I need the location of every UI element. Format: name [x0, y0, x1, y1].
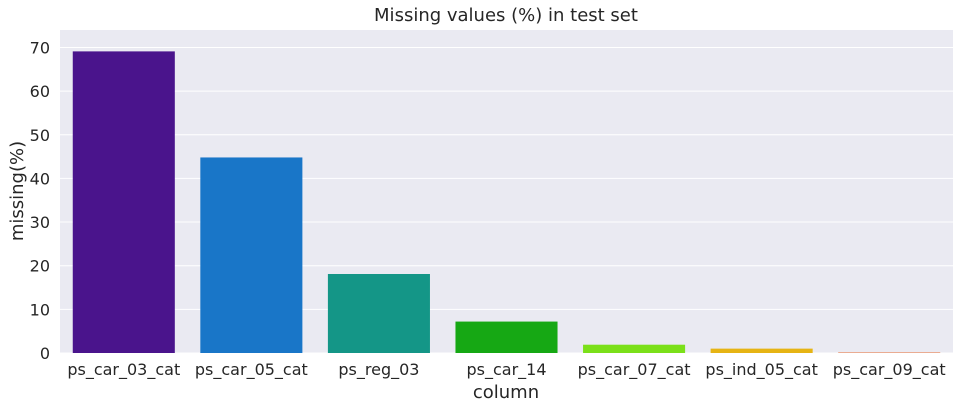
y-tick-label: 20 [30, 257, 50, 276]
bar-ps-car-03-cat [72, 51, 175, 353]
x-tick-label: ps_car_14 [466, 360, 546, 380]
y-tick-label: 60 [30, 82, 50, 101]
bar-ps-reg-03 [327, 273, 430, 353]
x-tick-label: ps_reg_03 [338, 360, 419, 380]
y-tick-label: 0 [40, 344, 50, 363]
chart-title: Missing values (%) in test set [374, 5, 638, 26]
x-tick-label: ps_car_03_cat [67, 360, 180, 380]
y-tick-label: 70 [30, 38, 50, 57]
bar-ps-ind-05-cat [710, 348, 813, 353]
plot-background [60, 30, 953, 353]
x-tick-label: ps_ind_05_cat [705, 360, 817, 380]
y-tick-label: 30 [30, 213, 50, 232]
x-tick-labels: ps_car_03_cat ps_car_05_cat ps_reg_03 ps_ca… [67, 360, 945, 380]
y-tick-label: 40 [30, 169, 50, 188]
x-tick-label: ps_car_07_cat [578, 360, 691, 380]
bar-ps-car-14 [455, 321, 558, 353]
x-tick-label: ps_car_09_cat [833, 360, 946, 380]
x-tick-label: ps_car_05_cat [195, 360, 308, 380]
bar-ps-car-07-cat [583, 344, 686, 353]
bars [72, 51, 941, 353]
y-tick-label: 50 [30, 126, 50, 145]
bar-ps-car-05-cat [200, 157, 303, 353]
x-axis-label: column [473, 382, 539, 403]
y-tick-label: 10 [30, 300, 50, 319]
y-axis-label: missing(%) [7, 141, 28, 241]
y-tick-labels: 0 10 20 30 40 50 60 70 [30, 38, 50, 363]
